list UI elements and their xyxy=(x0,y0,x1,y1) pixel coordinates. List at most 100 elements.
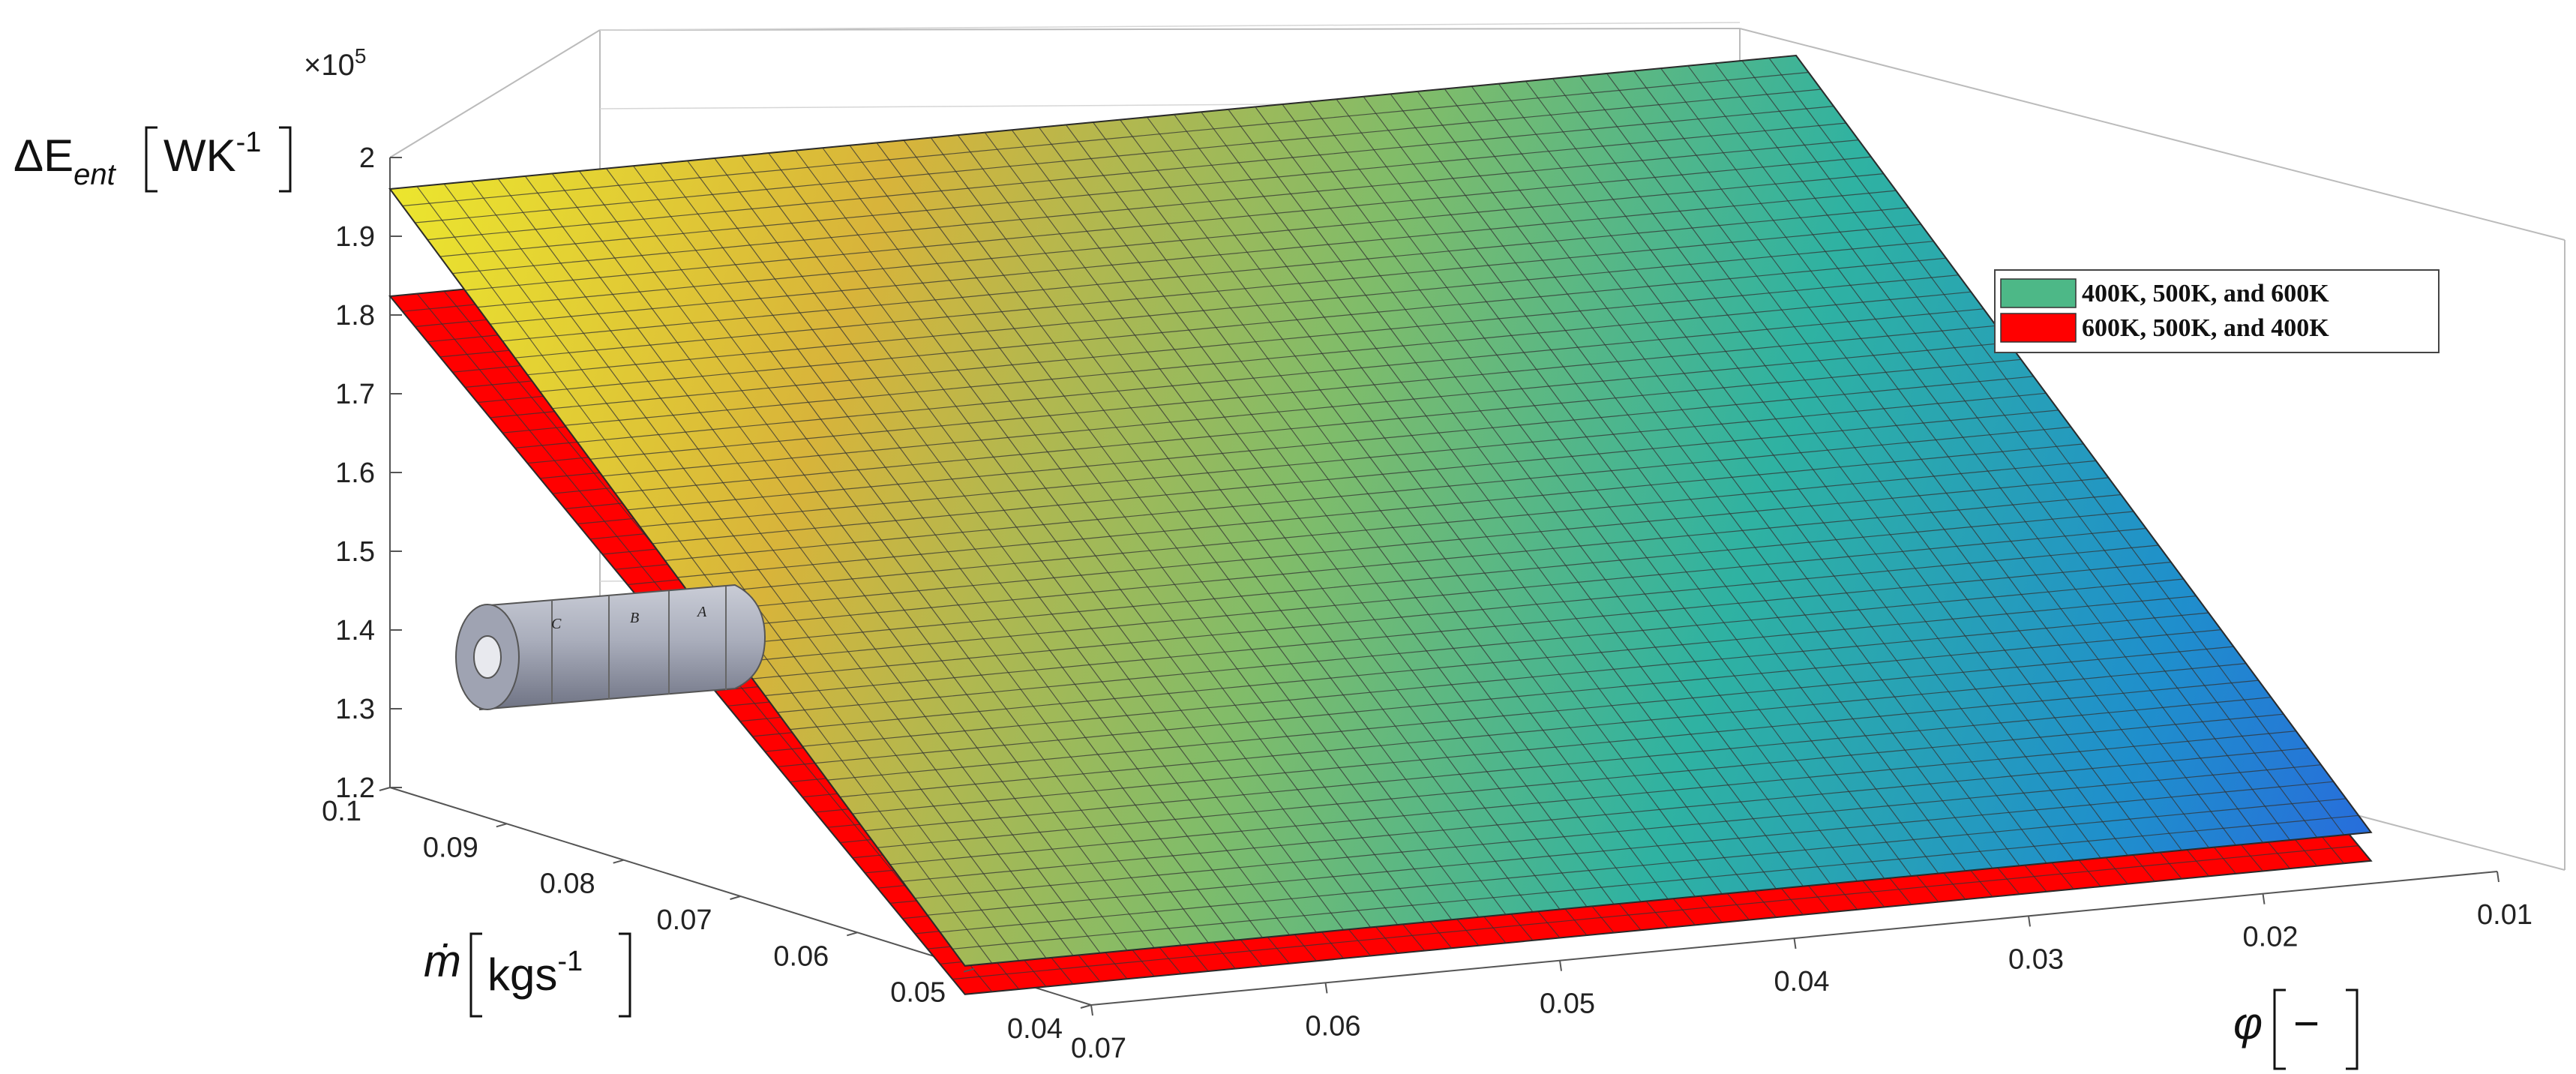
legend-swatch-colored xyxy=(2000,278,2077,308)
phi-tick-label: 0.06 xyxy=(1306,1010,1361,1042)
colored-surface-mesh-line xyxy=(470,181,1047,958)
colored-surface-mesh-line xyxy=(660,163,1236,940)
z-tick-label: 1.6 xyxy=(335,458,375,489)
phi-tick-mark xyxy=(1324,982,1328,994)
legend-label-red: 600K, 500K, and 400K xyxy=(2082,314,2329,342)
mdot-tick-label: 0.07 xyxy=(657,904,712,936)
z-tick-label: 1.7 xyxy=(335,379,375,410)
z-tick-label: 1.8 xyxy=(335,300,375,332)
colored-surface-mesh-line xyxy=(687,160,1263,938)
colored-surface-mesh-line xyxy=(768,152,1344,931)
gridline-back xyxy=(599,22,1741,31)
phi-axis-ticks: 0.07 0.06 0.05 0.04 0.03 0.02 0.01 xyxy=(1071,871,2533,1064)
svg-text:kgs-1: kgs-1 xyxy=(487,946,583,1000)
phi-tick-mark xyxy=(1793,938,1797,950)
z-tick-label: 1.5 xyxy=(335,536,375,568)
colored-surface-mesh-line xyxy=(578,170,1155,949)
colored-surface-mesh-line xyxy=(443,183,1020,962)
svg-text:C: C xyxy=(551,616,562,632)
mdot-tick-label: 0.06 xyxy=(773,940,829,972)
colored-surface-mesh-line xyxy=(1606,73,2182,851)
colored-surface-mesh-line xyxy=(1525,80,2101,859)
phi-tick-label: 0.07 xyxy=(1071,1033,1126,1064)
colored-surface-mesh-line xyxy=(1390,93,1966,872)
phi-tick-label: 0.03 xyxy=(2008,944,2064,975)
colored-surface-mesh-line xyxy=(1363,96,1939,874)
colored-surface-mesh-line xyxy=(1255,106,1831,884)
colored-surface-mesh-line xyxy=(606,168,1182,946)
legend-label-colored: 400K, 500K, and 600K xyxy=(2082,280,2329,308)
colored-surface-mesh-line xyxy=(551,173,1128,951)
phi-tick-label: 0.05 xyxy=(1540,988,1595,1020)
colored-surface-mesh-line xyxy=(497,178,1074,956)
colored-surface-mesh-line xyxy=(1444,88,2020,866)
inset-cylinder-image: C B A xyxy=(455,584,766,711)
z-scale-factor: ×105 xyxy=(304,44,366,82)
mdot-tick-label: 0.08 xyxy=(540,868,595,900)
colored-surface-mesh-line xyxy=(1552,78,2128,856)
colored-surface-mesh-line xyxy=(1417,91,1993,869)
colored-surface-mesh-line xyxy=(930,137,1507,915)
mdot-tick-label: 0.1 xyxy=(322,796,361,827)
z-tick-label: 1.4 xyxy=(335,615,375,646)
mdot-tick-mark xyxy=(1080,1004,1092,1009)
mdot-tick-mark xyxy=(379,787,391,791)
colored-surface-mesh-line xyxy=(1282,104,1858,882)
colored-surface-mesh-line xyxy=(389,188,966,967)
svg-text:ṁ: ṁ xyxy=(424,936,461,986)
colored-surface-mesh-line xyxy=(1633,70,2209,848)
phi-tick-label: 0.04 xyxy=(1774,966,1830,998)
mdot-axis-ticks: 0.1 0.09 0.08 0.07 0.06 0.05 0.04 xyxy=(322,787,1092,1045)
phi-axis-label: φ − xyxy=(2233,988,2359,1070)
phi-tick-mark xyxy=(2262,893,2266,904)
z-axis-ticks: 1.2 1.3 1.4 1.5 1.6 1.7 1.8 1.9 2 xyxy=(335,142,402,804)
mdot-tick-mark xyxy=(963,968,975,973)
colored-surface-mesh-line xyxy=(1174,114,1750,892)
colored-surface-mesh-line xyxy=(876,142,1453,920)
mdot-tick-mark xyxy=(730,896,741,900)
colored-surface-mesh-line xyxy=(984,132,1561,910)
colored-surface-mesh-line xyxy=(1038,127,1615,904)
svg-text:B: B xyxy=(630,610,639,626)
colored-surface-mesh-line xyxy=(903,140,1480,918)
svg-text:−: − xyxy=(2293,998,2320,1048)
colored-surface-mesh-line xyxy=(1687,65,2263,843)
colored-surface-mesh-line xyxy=(1471,86,2047,864)
colored-surface-mesh-line xyxy=(1498,83,2074,861)
colored-surface-mesh-line xyxy=(1228,109,1804,887)
mdot-tick-mark xyxy=(496,823,508,828)
colored-surface-mesh-line xyxy=(714,158,1290,936)
svg-text:ΔEent: ΔEent xyxy=(13,130,117,191)
colored-surface-mesh-line xyxy=(1093,122,1669,900)
colored-surface-mesh-line xyxy=(1768,58,2345,836)
colored-surface-mesh-line xyxy=(1660,68,2236,846)
phi-tick-label: 0.02 xyxy=(2243,922,2299,953)
colored-surface-mesh-line xyxy=(1309,101,1885,879)
colored-surface-mesh-line xyxy=(1011,129,1588,908)
colored-surface-mesh-line xyxy=(1336,98,1912,877)
colored-surface-mesh-line xyxy=(822,147,1399,926)
colored-surface-mesh-line xyxy=(1579,76,2155,854)
mdot-tick-mark xyxy=(613,859,624,864)
mdot-tick-label: 0.04 xyxy=(1007,1013,1063,1045)
colored-surface-mesh-line xyxy=(957,134,1534,913)
colored-surface-mesh-line xyxy=(1201,111,1777,890)
phi-tick-mark xyxy=(2497,871,2500,883)
colored-surface-mesh-line xyxy=(795,150,1372,928)
colored-surface-mesh-line xyxy=(416,186,993,964)
svg-text:WK-1: WK-1 xyxy=(163,127,261,181)
mdot-tick-label: 0.09 xyxy=(423,832,478,863)
colored-surface-mesh-line xyxy=(633,165,1209,944)
phi-tick-mark xyxy=(2028,916,2031,927)
colored-surface-mesh-line xyxy=(741,155,1317,933)
colored-surface-mesh-line xyxy=(1065,124,1642,902)
colored-surface-mesh-line xyxy=(524,176,1101,954)
svg-text:φ: φ xyxy=(2233,998,2263,1048)
z-tick-label: 1.2 xyxy=(335,772,375,804)
colored-surface-mesh-line xyxy=(1714,62,2290,841)
phi-tick-label: 0.01 xyxy=(2477,899,2533,931)
phi-tick-mark xyxy=(1559,960,1562,971)
phi-tick-mark xyxy=(1090,1004,1093,1016)
colored-surface-mesh-line xyxy=(1741,60,2318,838)
